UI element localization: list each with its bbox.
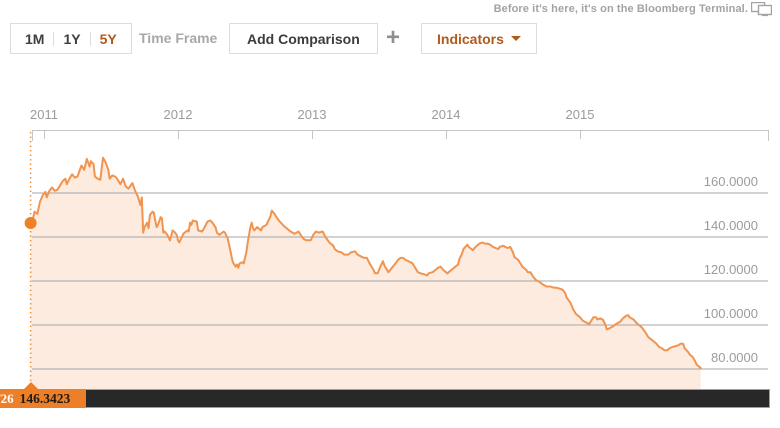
y-axis-label-120: 120.0000	[703, 262, 758, 277]
tooltip-arrow-icon	[24, 382, 38, 389]
x-axis-tick	[44, 130, 45, 139]
add-comparison-label: Add Comparison	[247, 30, 360, 47]
timeline-readout-bar	[0, 389, 770, 408]
indicators-dropdown-button[interactable]: Indicators	[421, 23, 537, 54]
x-axis-start-cap	[32, 130, 33, 141]
y-axis-label-160: 160.0000	[703, 174, 758, 189]
y-axis-label-80: 80.0000	[711, 350, 758, 365]
timeframe-caption: Time Frame	[139, 30, 218, 46]
start-point-marker	[24, 217, 37, 230]
timeframe-button-group[interactable]: 1M 1Y 5Y	[10, 23, 132, 54]
tooltip-date: /26	[0, 390, 14, 406]
y-axis-label-100: 100.0000	[703, 306, 758, 321]
gridlines	[32, 192, 768, 370]
x-axis-label-2012: 2012	[163, 107, 193, 122]
x-axis-tick	[580, 130, 581, 139]
chevron-down-icon	[510, 36, 521, 41]
x-axis-tick	[178, 130, 179, 139]
x-axis-label-2015: 2015	[565, 107, 595, 122]
price-line	[29, 156, 702, 369]
x-axis-label-2014: 2014	[431, 107, 461, 122]
x-axis-label-2011: 2011	[30, 107, 58, 122]
terminal-promo-link[interactable]: Before it's here, it's on the Bloomberg …	[493, 3, 748, 15]
price-tooltip: /26 146.3423	[0, 389, 86, 408]
timeframe-1y-button[interactable]: 1Y	[63, 30, 81, 47]
divider	[53, 31, 55, 46]
timeframe-5y-button[interactable]: 5Y	[99, 30, 117, 47]
x-axis-line	[32, 130, 769, 131]
timeframe-1m-button[interactable]: 1M	[25, 30, 45, 47]
plus-icon[interactable]: +	[385, 24, 400, 51]
x-axis-label-2013: 2013	[297, 107, 327, 122]
y-axis-label-140: 140.0000	[703, 218, 758, 233]
divider	[89, 31, 91, 46]
add-comparison-button[interactable]: Add Comparison	[229, 23, 378, 54]
x-axis-end-cap	[768, 130, 769, 141]
x-axis-tick	[446, 130, 447, 139]
indicators-label: Indicators	[437, 30, 504, 47]
dual-monitor-icon	[751, 2, 772, 17]
tooltip-value: 146.3423	[19, 390, 71, 406]
x-axis-tick	[312, 130, 313, 139]
area-fill	[30, 157, 701, 389]
